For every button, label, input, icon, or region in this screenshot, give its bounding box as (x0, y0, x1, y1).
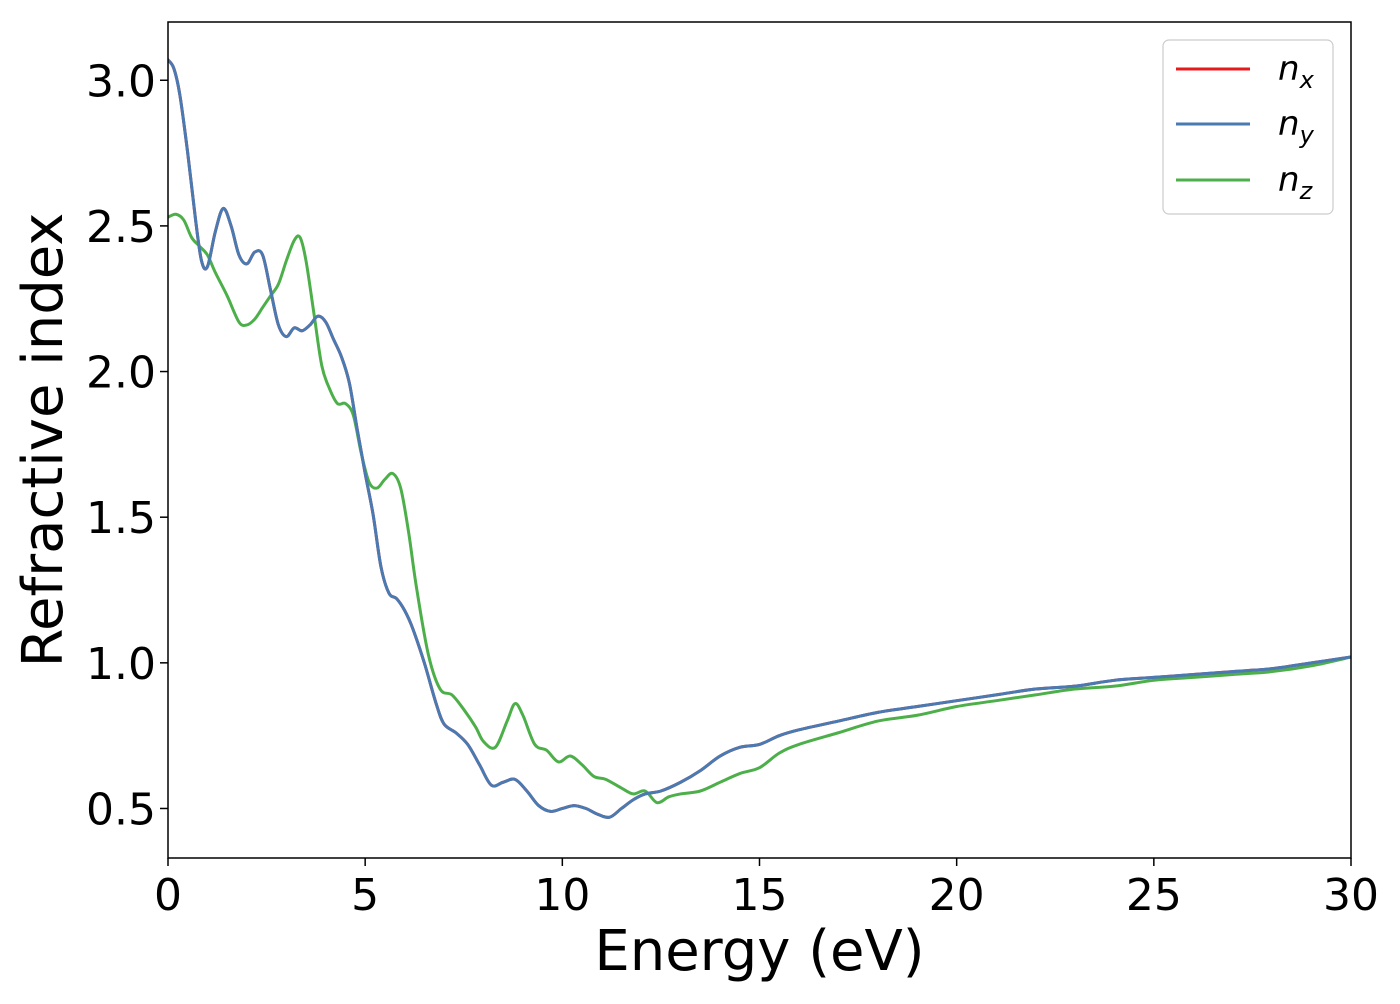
y-tick-label: 0.5 (86, 784, 156, 835)
legend: nx ny nz (1162, 39, 1334, 215)
legend-box (1162, 39, 1334, 215)
x-tick-label: 15 (732, 870, 788, 921)
legend-label-x: nx (1278, 49, 1315, 94)
legend-items: nx ny nz (1176, 49, 1315, 205)
y-tick-label: 2.0 (86, 348, 156, 399)
x-tick-label: 5 (351, 870, 379, 921)
series-layer (168, 58, 1351, 819)
series-line-n-z (168, 212, 1351, 805)
x-tick-label: 10 (534, 870, 590, 921)
y-axis-ticks: 0.5 1.0 1.5 2.0 2.5 3.0 (86, 56, 168, 835)
y-axis-label: Refractive index (11, 213, 76, 668)
x-tick-label: 30 (1323, 870, 1379, 921)
y-tick-label: 1.5 (86, 493, 156, 544)
y-tick-label: 3.0 (86, 56, 156, 107)
y-tick-label: 1.0 (86, 639, 156, 690)
x-axis-label: Energy (eV) (594, 919, 924, 984)
x-tick-label: 20 (929, 870, 985, 921)
x-axis-ticks: 0 5 10 15 20 25 30 (154, 858, 1379, 921)
x-tick-label: 25 (1126, 870, 1182, 921)
y-tick-label: 2.5 (86, 202, 156, 253)
x-tick-label: 0 (154, 870, 182, 921)
legend-label-y: ny (1278, 104, 1315, 149)
legend-label-z: nz (1278, 160, 1314, 205)
series-line-n-y (168, 58, 1351, 819)
